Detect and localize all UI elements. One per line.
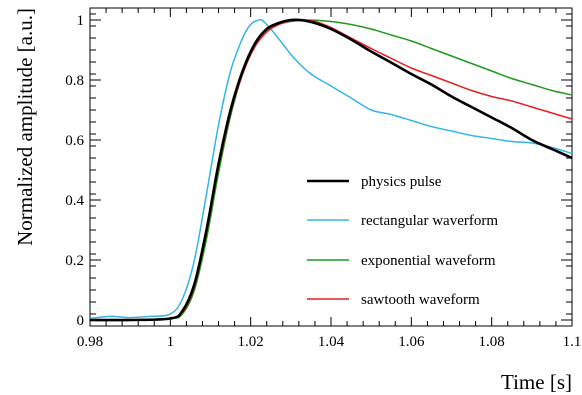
y-tick-label: 1 bbox=[77, 13, 85, 29]
legend: physics pulse rectangular waverform expone… bbox=[307, 174, 498, 308]
y-tick-label: 0.6 bbox=[65, 133, 84, 149]
series-line-exponential-waveform bbox=[89, 19, 573, 321]
y-tick-label: 0.8 bbox=[65, 73, 84, 89]
y-tick-label: 0.4 bbox=[65, 193, 84, 209]
x-tick-label: 1.02 bbox=[238, 334, 264, 350]
series-line-rectangular-waverform bbox=[89, 18, 573, 320]
y-axis-title: Normalized amplitude [a.u.] bbox=[13, 8, 37, 246]
plot-area-border bbox=[89, 7, 573, 327]
x-tick-label: 1.1 bbox=[563, 334, 582, 350]
legend-label-sawtooth-waveform: sawtooth waveform bbox=[361, 292, 480, 308]
y-axis: 0 0.2 0.4 0.6 0.8 1 bbox=[65, 13, 572, 329]
x-tick-label: 0.98 bbox=[77, 334, 103, 350]
legend-label-rectangular-waverform: rectangular waverform bbox=[361, 213, 498, 229]
x-tick-label: 1.08 bbox=[479, 334, 505, 350]
y-tick-label: 0.2 bbox=[65, 253, 84, 269]
x-tick-label: 1 bbox=[167, 334, 175, 350]
plot-frame bbox=[89, 7, 573, 327]
series-line-physics-pulse bbox=[89, 18, 573, 322]
series-line-sawtooth-waveform bbox=[89, 19, 573, 321]
x-tick-label: 1.04 bbox=[318, 334, 345, 350]
legend-label-exponential-waveform: exponential waveform bbox=[361, 253, 496, 269]
y-tick-label: 0 bbox=[77, 313, 85, 329]
series-lines bbox=[89, 18, 573, 322]
legend-label-physics-pulse: physics pulse bbox=[361, 174, 442, 190]
x-axis-title: Time [s] bbox=[501, 370, 572, 394]
x-tick-label: 1.06 bbox=[398, 334, 425, 350]
